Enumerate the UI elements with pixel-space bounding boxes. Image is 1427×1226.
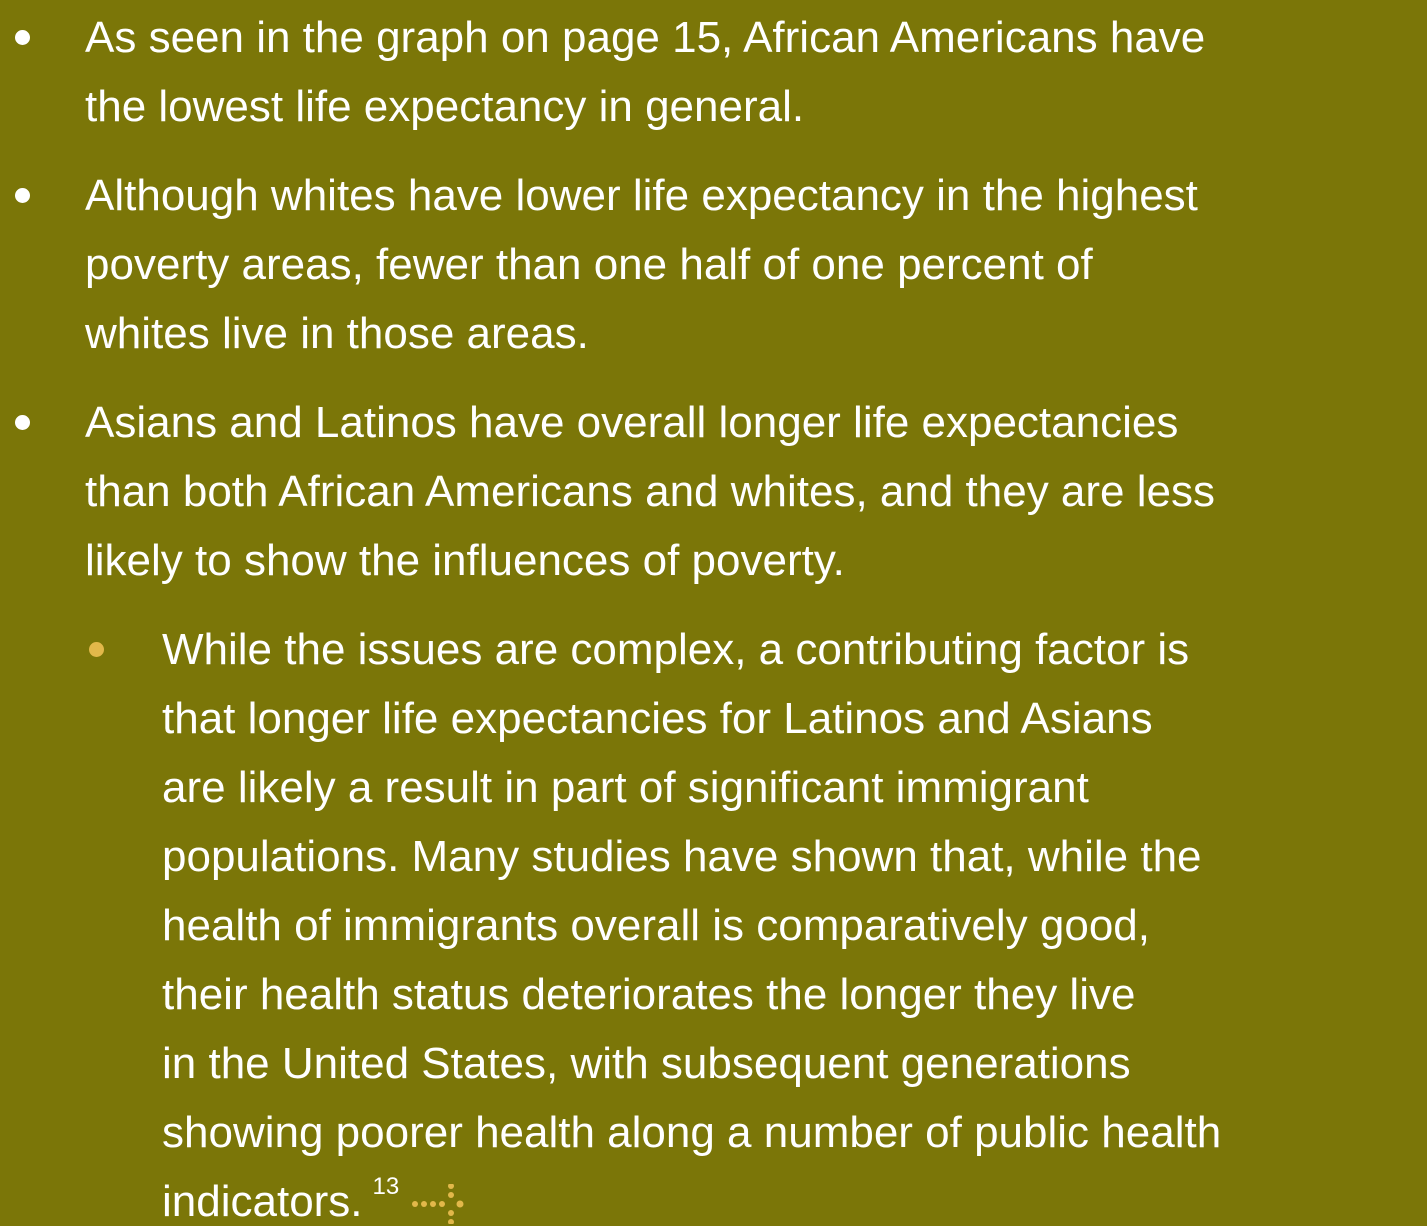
bullet-line: whites live in those areas. [85, 309, 589, 358]
sub-bullet-text: populations. Many studies have shown tha… [162, 832, 1202, 881]
sub-bullet-text: that longer life expectancies for Latino… [162, 694, 1153, 743]
sub-bullet-text: indicators. [162, 1177, 363, 1226]
sub-bullet-text: showing poorer health along a number of … [162, 1108, 1222, 1157]
sub-bullet-line: While the issues are complex, a contribu… [162, 615, 1427, 684]
sub-bullet-item: While the issues are complex, a contribu… [0, 615, 1427, 1226]
sub-bullet-line: are likely a result in part of significa… [162, 753, 1427, 822]
footnote-marker: 13 [372, 1173, 400, 1200]
sub-bullet-line: indicators. 13 [162, 1167, 1427, 1226]
bullet-line: than both African Americans and whites, … [85, 467, 1215, 516]
sub-bullet-text: in the United States, with subsequent ge… [162, 1039, 1131, 1088]
sub-bullet-line: health of immigrants overall is comparat… [162, 891, 1427, 960]
bullet-item: As seen in the graph on page 15, African… [0, 3, 1427, 141]
bullet-item: Although whites have lower life expectan… [0, 161, 1427, 368]
bullet-line: poverty areas, fewer than one half of on… [85, 240, 1093, 289]
bullet-line: likely to show the influences of poverty… [85, 536, 845, 585]
bullet-line: Asians and Latinos have overall longer l… [85, 398, 1179, 447]
sub-bullet-line: in the United States, with subsequent ge… [162, 1029, 1427, 1098]
sub-bullet-line: populations. Many studies have shown tha… [162, 822, 1427, 891]
sub-bullet-line: their health status deteriorates the lon… [162, 960, 1427, 1029]
bullet-item: Asians and Latinos have overall longer l… [0, 388, 1427, 1226]
sub-bullet-text: While the issues are complex, a contribu… [162, 625, 1190, 674]
sub-bullet-text: health of immigrants overall is comparat… [162, 901, 1151, 950]
sub-bullet-text: their health status deteriorates the lon… [162, 970, 1136, 1019]
bullet-line: the lowest life expectancy in general. [85, 82, 805, 131]
bullet-line: Although whites have lower life expectan… [85, 171, 1198, 220]
bullet-line: As seen in the graph on page 15, African… [85, 13, 1206, 62]
sub-bullet-text: are likely a result in part of significa… [162, 763, 1089, 812]
sub-bullet-line: showing poorer health along a number of … [162, 1098, 1427, 1167]
sub-bullet-line: that longer life expectancies for Latino… [162, 684, 1427, 753]
end-mark-icon [412, 1183, 464, 1226]
